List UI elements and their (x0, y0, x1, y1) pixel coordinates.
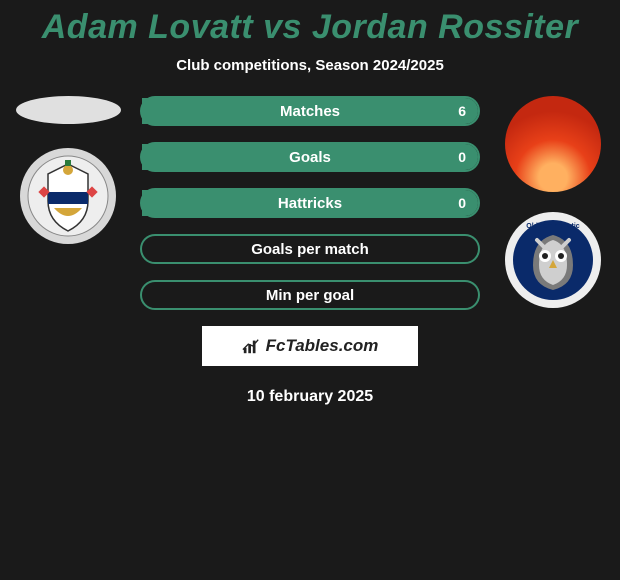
player-right-column: Oldham Athletic (498, 96, 608, 310)
stat-row: Matches 6 (140, 96, 480, 126)
stat-row: Min per goal (140, 280, 480, 310)
stat-right-value: 6 (458, 103, 466, 119)
subtitle: Club competitions, Season 2024/2025 (0, 57, 620, 74)
stat-right-value: 0 (458, 195, 466, 211)
club-right-crest: Oldham Athletic (503, 210, 603, 310)
stat-label: Min per goal (266, 287, 354, 304)
bar-chart-icon (242, 337, 260, 355)
player-left-avatar (16, 96, 121, 124)
brand-text: FcTables.com (266, 336, 379, 356)
page-title: Adam Lovatt vs Jordan Rossiter (0, 0, 620, 47)
comparison-card: Adam Lovatt vs Jordan Rossiter Club comp… (0, 0, 620, 406)
player-left-column (8, 96, 128, 246)
main-area: Oldham Athletic Matches 6 Goals 0 Hattri… (0, 96, 620, 406)
svg-text:Oldham Athletic: Oldham Athletic (526, 223, 580, 230)
shield-icon (18, 146, 118, 246)
player-right-avatar (505, 96, 601, 192)
stat-label: Hattricks (278, 195, 342, 212)
stat-row: Goals per match (140, 234, 480, 264)
stat-rows: Matches 6 Goals 0 Hattricks 0 Goals per … (140, 96, 480, 310)
club-left-crest (18, 146, 118, 246)
stat-label: Goals per match (251, 241, 369, 258)
owl-crest-icon: Oldham Athletic (503, 210, 603, 310)
stat-row: Goals 0 (140, 142, 480, 172)
stat-label: Goals (289, 149, 331, 166)
stat-right-value: 0 (458, 149, 466, 165)
date-text: 10 february 2025 (0, 388, 620, 406)
brand-box[interactable]: FcTables.com (202, 326, 418, 366)
stat-label: Matches (280, 103, 340, 120)
stat-row: Hattricks 0 (140, 188, 480, 218)
